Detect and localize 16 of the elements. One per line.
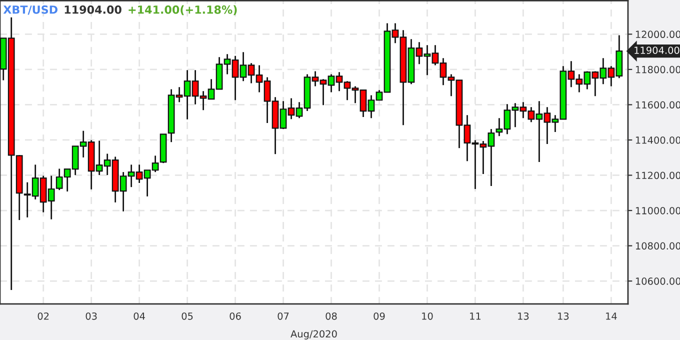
x-tick-label: 06	[230, 312, 241, 320]
x-tick-label: 08	[326, 312, 337, 320]
x-tick-label: 14	[606, 312, 617, 320]
x-tick-label: 09	[374, 312, 385, 320]
x-tick-label: 11	[470, 312, 481, 320]
x-tick-label: 05	[182, 312, 193, 320]
x-tick-label: 10	[422, 312, 433, 320]
x-axis-title: Aug/2020	[290, 330, 337, 340]
x-tick-label: 07	[278, 312, 289, 320]
x-tick-label: 03	[86, 312, 97, 320]
text: 11904.00	[634, 46, 680, 54]
x-tick-label: 13	[558, 312, 569, 320]
x-tick-label: 13	[518, 312, 529, 320]
x-tick-label: 02	[38, 312, 49, 320]
chart-title: XBT/USD 11904.00 +141.00(+1.18%)	[3, 5, 237, 16]
x-tick-label: 04	[134, 312, 145, 320]
